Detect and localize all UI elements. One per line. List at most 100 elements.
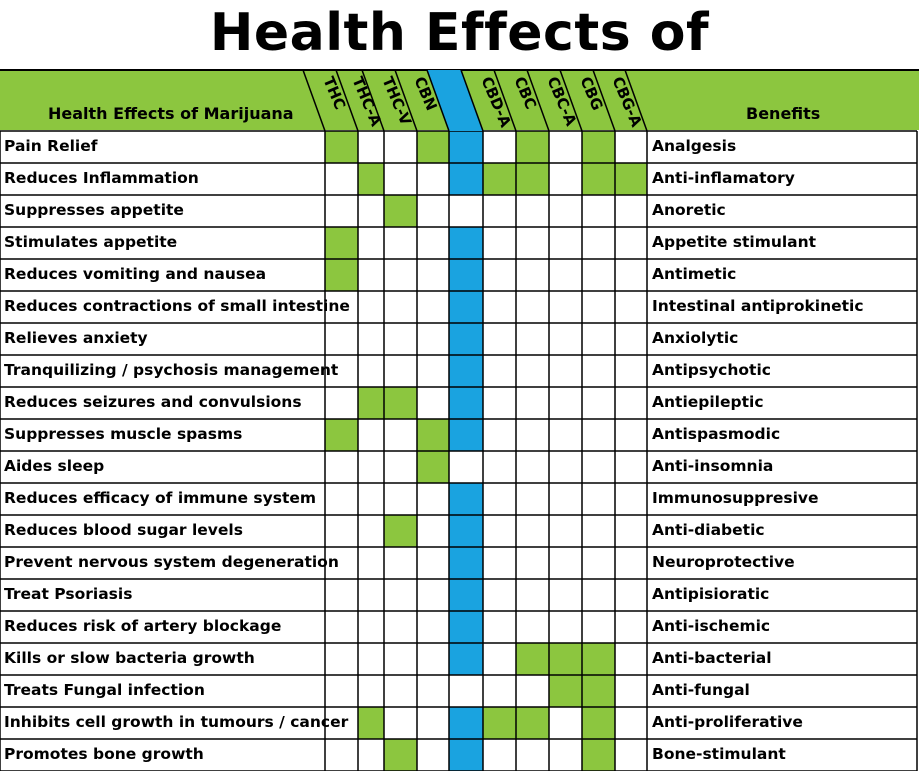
header-divider: [493, 69, 517, 132]
effect-label: Reduces vomiting and nausea: [4, 265, 267, 283]
header-divider: [335, 69, 359, 132]
mark-cell: [384, 515, 417, 547]
header-divider: [394, 69, 418, 132]
benefit-label: Neuroprotective: [652, 553, 795, 571]
effect-label: Pain Relief: [4, 137, 98, 155]
mark-cell: [417, 131, 449, 163]
mark-cell: [449, 163, 483, 195]
mark-cell: [449, 547, 483, 579]
mark-cell: [582, 163, 615, 195]
mark-cell: [384, 739, 417, 771]
mark-cell: [483, 163, 516, 195]
effect-label: Reduces Inflammation: [4, 169, 199, 187]
header-divider: [526, 69, 550, 132]
benefit-label: Anti-proliferative: [652, 713, 803, 731]
header-divider: [426, 69, 450, 132]
effect-label: Inhibits cell growth in tumours / cancer: [4, 713, 349, 731]
mark-cell: [449, 131, 483, 163]
left-column-header: Health Effects of Marijuana: [48, 104, 294, 123]
mark-cell: [325, 227, 358, 259]
benefit-label: Anti-diabetic: [652, 521, 765, 539]
mark-cell: [449, 259, 483, 291]
header-divider: [624, 69, 648, 132]
mark-cell: [449, 291, 483, 323]
mark-cell: [449, 707, 483, 739]
effect-label: Reduces risk of artery blockage: [4, 617, 282, 635]
mark-cell: [582, 707, 615, 739]
mark-cell: [516, 643, 549, 675]
benefit-label: Analgesis: [652, 137, 737, 155]
mark-cell: [483, 707, 516, 739]
benefit-label: Antispasmodic: [652, 425, 781, 443]
mark-cell: [358, 163, 384, 195]
mark-cell: [449, 419, 483, 451]
header-divider: [361, 69, 385, 132]
mark-cell: [516, 707, 549, 739]
header-divider: [460, 69, 484, 132]
effect-label: Aides sleep: [4, 457, 105, 475]
mark-cell: [615, 163, 647, 195]
effect-label: Promotes bone growth: [4, 745, 204, 763]
mark-cell: [449, 515, 483, 547]
mark-cell: [582, 739, 615, 771]
mark-cell: [582, 131, 615, 163]
mark-cell: [325, 131, 358, 163]
benefit-label: Anti-insomnia: [652, 457, 774, 475]
benefit-label: Anoretic: [652, 201, 726, 219]
mark-cell: [449, 355, 483, 387]
effect-label: Prevent nervous system degeneration: [4, 553, 339, 571]
mark-cell: [449, 227, 483, 259]
benefit-label: Antiepileptic: [652, 393, 764, 411]
mark-cell: [449, 579, 483, 611]
mark-cell: [358, 707, 384, 739]
mark-cell: [449, 387, 483, 419]
mark-cell: [449, 739, 483, 771]
right-column-header: Benefits: [746, 104, 821, 123]
benefit-label: Anxiolytic: [652, 329, 739, 347]
mark-cell: [449, 323, 483, 355]
mark-cell: [384, 195, 417, 227]
effect-label: Reduces seizures and convulsions: [4, 393, 302, 411]
effect-label: Reduces efficacy of immune system: [4, 489, 317, 507]
benefit-label: Anti-inflamatory: [652, 169, 795, 187]
mark-cell: [516, 163, 549, 195]
benefit-label: Antipsychotic: [652, 361, 771, 379]
effect-label: Suppresses appetite: [4, 201, 184, 219]
effect-label: Treats Fungal infection: [4, 681, 205, 699]
mark-cell: [325, 259, 358, 291]
header-divider: [559, 69, 583, 132]
effect-label: Relieves anxiety: [4, 329, 148, 347]
mark-cell: [325, 419, 358, 451]
benefit-label: Intestinal antiprokinetic: [652, 297, 864, 315]
mark-cell: [549, 675, 582, 707]
effect-label: Treat Psoriasis: [4, 585, 133, 603]
mark-cell: [449, 643, 483, 675]
mark-cell: [582, 675, 615, 707]
mark-cell: [516, 131, 549, 163]
header-divider: [592, 69, 616, 132]
effect-label: Kills or slow bacteria growth: [4, 649, 255, 667]
mark-cell: [417, 451, 449, 483]
mark-cell: [449, 483, 483, 515]
mark-cell: [417, 419, 449, 451]
mark-cell: [449, 611, 483, 643]
benefit-label: Bone-stimulant: [652, 745, 786, 763]
effect-label: Reduces blood sugar levels: [4, 521, 243, 539]
effect-label: Reduces contractions of small intestine: [4, 297, 350, 315]
mark-cell: [549, 643, 582, 675]
mark-cell: [384, 387, 417, 419]
header-divider: [302, 69, 326, 132]
effect-label: Stimulates appetite: [4, 233, 178, 251]
benefit-label: Immunosuppresive: [652, 489, 819, 507]
benefit-label: Appetite stimulant: [652, 233, 817, 251]
benefit-label: Anti-fungal: [652, 681, 750, 699]
mark-cell: [582, 643, 615, 675]
benefit-label: Antipisioratic: [652, 585, 770, 603]
highlight-header-cell: [427, 70, 483, 131]
benefit-label: Anti-ischemic: [652, 617, 771, 635]
benefit-label: Antimetic: [652, 265, 737, 283]
effect-label: Suppresses muscle spasms: [4, 425, 243, 443]
mark-cell: [358, 387, 384, 419]
effect-label: Tranquilizing / psychosis management: [4, 361, 339, 379]
